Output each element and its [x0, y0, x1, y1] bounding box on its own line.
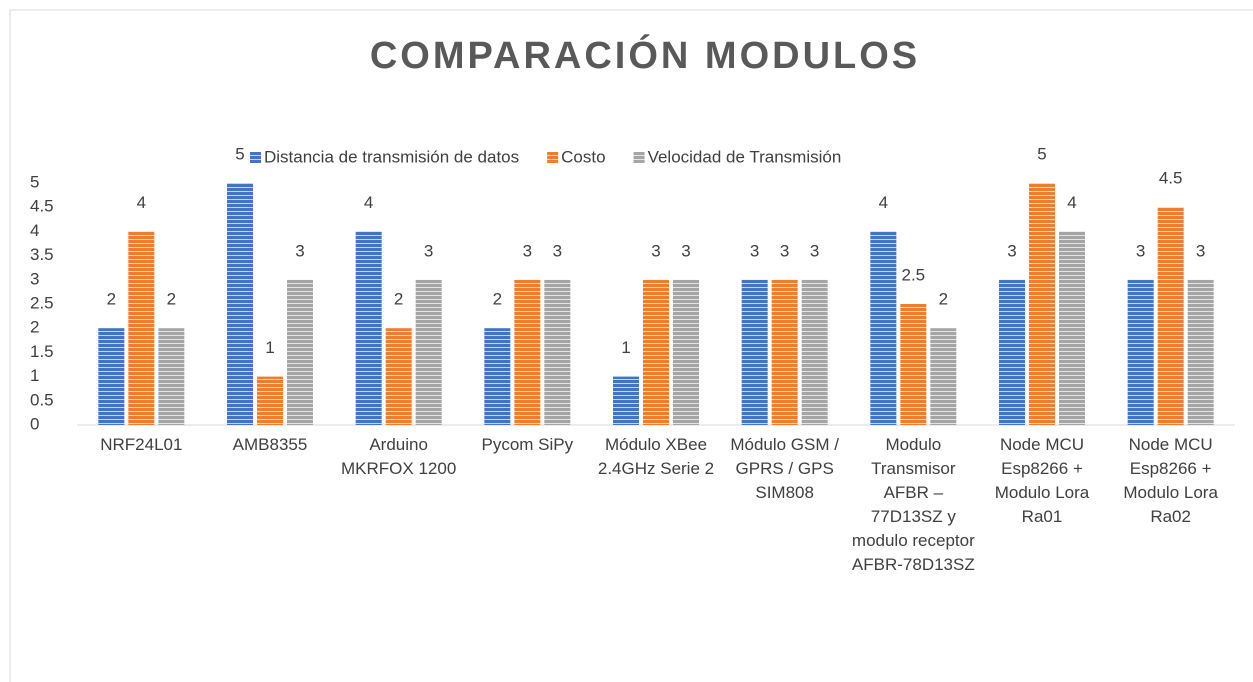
data-label: 2: [167, 290, 176, 309]
bar: [999, 279, 1025, 425]
data-label: 5: [235, 144, 244, 163]
legend-label: Velocidad de Transmisión: [648, 147, 842, 166]
y-tick-label: 3: [30, 269, 39, 288]
data-label: 4: [1067, 193, 1076, 212]
data-label: 2: [394, 290, 403, 309]
data-label: 4: [879, 193, 888, 212]
bar: [484, 328, 511, 425]
bar: [415, 279, 442, 425]
data-label: 2.5: [902, 265, 926, 284]
bar: [227, 183, 253, 425]
data-label: 3: [810, 241, 819, 260]
x-tick-label: Pycom SiPy: [481, 435, 574, 454]
chart-border: [9, 9, 1253, 682]
data-label: 3: [295, 241, 304, 260]
legend-swatch: [250, 152, 261, 163]
bar: [1029, 183, 1055, 425]
data-label: 3: [424, 241, 433, 260]
y-tick-label: 2.5: [30, 293, 54, 312]
data-label: 1: [621, 338, 630, 357]
x-tick-label: Arduino MKRFOX 1200: [341, 435, 457, 478]
bar: [930, 328, 957, 425]
data-label: 3: [1007, 241, 1016, 260]
bar: [673, 279, 699, 425]
data-label: 4.5: [1159, 169, 1183, 188]
legend-label: Distancia de transmisión de datos: [264, 147, 519, 166]
bar: [1059, 231, 1085, 425]
y-tick-label: 3.5: [30, 245, 54, 264]
x-tick-label: Módulo XBee 2.4GHz Serie 2: [597, 435, 715, 478]
bar: [514, 279, 541, 425]
bar: [1157, 207, 1184, 425]
data-label: 3: [523, 241, 532, 260]
bar: [771, 279, 798, 425]
bar: [355, 231, 382, 425]
y-tick-label: 2: [30, 318, 39, 337]
bar: [900, 304, 927, 425]
x-tick-label: Módulo GSM / GPRS / GPS SIM808: [730, 435, 839, 502]
y-tick-label: 1: [30, 366, 39, 385]
data-label: 3: [651, 241, 660, 260]
data-label: 5: [1037, 144, 1046, 163]
y-tick-label: 1.5: [30, 342, 54, 361]
y-tick-label: 0: [30, 414, 39, 433]
x-tick-label: NRF24L01: [100, 435, 183, 454]
bar: [870, 231, 897, 425]
data-label: 2: [493, 290, 502, 309]
bar: [544, 279, 571, 425]
bar: [613, 376, 639, 425]
data-label: 3: [681, 241, 690, 260]
bar: [98, 328, 125, 425]
legend-swatch: [633, 152, 645, 163]
x-tick-label: Modulo Transmisor AFBR – 77D13SZ y modul…: [851, 435, 975, 574]
data-label: 3: [780, 241, 789, 260]
data-label: 3: [1136, 241, 1145, 260]
data-label: 2: [107, 290, 116, 309]
bar: [158, 328, 185, 425]
x-tick-label: Node MCU Esp8266 + Modulo Lora Ra01: [994, 435, 1090, 526]
y-tick-label: 4.5: [30, 197, 54, 216]
bar: [1127, 279, 1154, 425]
bar: [1187, 279, 1214, 425]
x-tick-label: AMB8355: [232, 435, 308, 454]
legend-swatch: [547, 152, 559, 163]
bar: [801, 279, 828, 425]
bar: [643, 279, 669, 425]
x-tick-label: Node MCU Esp8266 + Modulo Lora Ra02: [1123, 435, 1218, 526]
bar: [287, 279, 313, 425]
y-tick-label: 4: [30, 221, 39, 240]
y-tick-label: 5: [30, 172, 39, 191]
legend-label: Costo: [561, 147, 605, 166]
data-label: 2: [939, 290, 948, 309]
data-label: 3: [750, 241, 759, 260]
chart-title: COMPARACIÓN MODULOS: [370, 33, 920, 77]
bar: [741, 279, 768, 425]
data-label: 4: [137, 193, 146, 212]
y-tick-label: 0.5: [30, 390, 54, 409]
bar: [385, 328, 412, 425]
data-label: 3: [1196, 241, 1205, 260]
data-label: 4: [364, 193, 373, 212]
bar: [257, 376, 283, 425]
data-label: 1: [265, 338, 274, 357]
bar: [128, 231, 155, 425]
data-label: 3: [553, 241, 562, 260]
